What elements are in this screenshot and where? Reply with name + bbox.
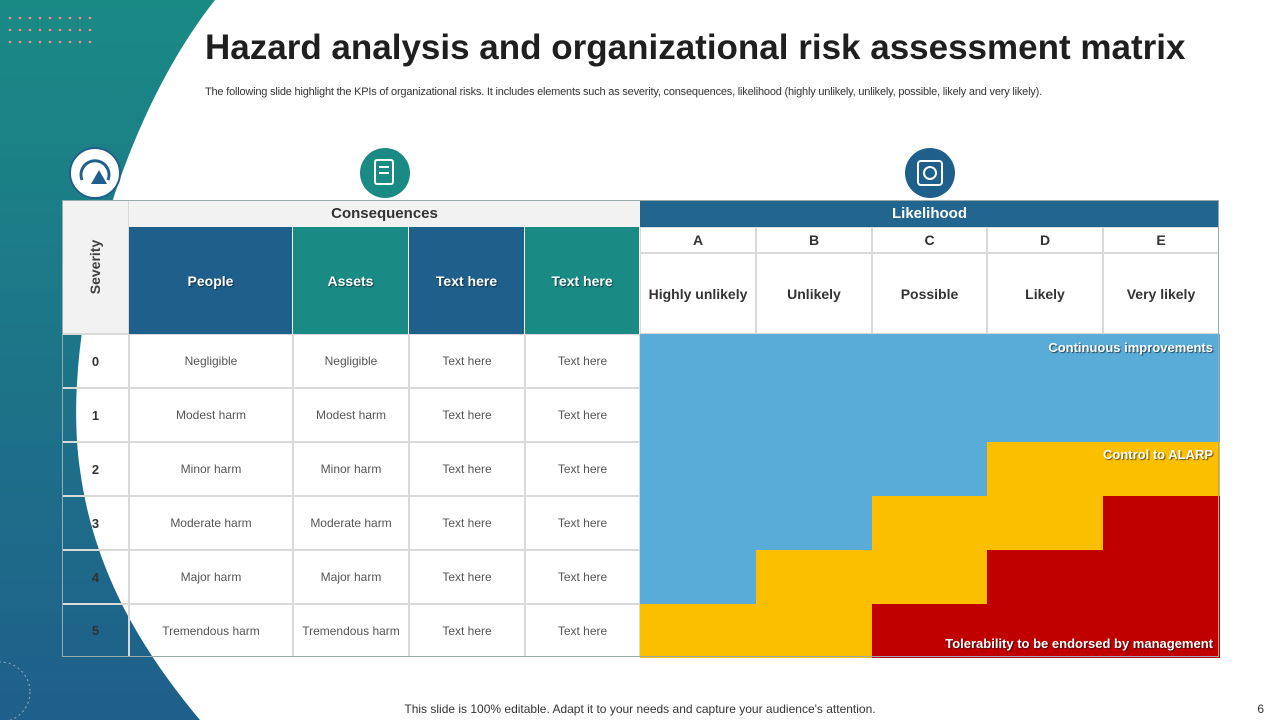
column-header: Text here bbox=[525, 227, 640, 334]
likelihood-label: Highly unlikely bbox=[640, 253, 756, 334]
risk-zone-label: Control to ALARP bbox=[1103, 447, 1213, 462]
table-cell: Text here bbox=[525, 604, 640, 657]
likelihood-letter: B bbox=[756, 227, 872, 253]
likelihood-letter: E bbox=[1103, 227, 1219, 253]
table-cell: Minor harm bbox=[293, 442, 409, 496]
risk-cell bbox=[872, 334, 988, 389]
risk-cell bbox=[1103, 604, 1220, 658]
risk-cell bbox=[1103, 334, 1220, 389]
severity-label: Severity bbox=[87, 239, 104, 295]
table-cell: Major harm bbox=[293, 550, 409, 604]
risk-cell bbox=[987, 550, 1104, 605]
table-cell: Text here bbox=[525, 388, 640, 442]
risk-cell bbox=[987, 388, 1104, 443]
risk-cell bbox=[640, 442, 757, 497]
likelihood-letter: A bbox=[640, 227, 756, 253]
likelihood-label: Possible bbox=[872, 253, 987, 334]
risk-cell bbox=[640, 496, 757, 551]
table-cell: Text here bbox=[409, 496, 525, 550]
page-number: 6 bbox=[1257, 702, 1264, 716]
risk-cell bbox=[1103, 550, 1220, 605]
table-cell: Modest harm bbox=[129, 388, 293, 442]
table-cell: Text here bbox=[409, 388, 525, 442]
risk-cell bbox=[872, 604, 988, 658]
risk-cell bbox=[756, 496, 873, 551]
table-cell: Major harm bbox=[129, 550, 293, 604]
risk-zone-label: Tolerability to be endorsed by managemen… bbox=[945, 636, 1213, 651]
likelihood-header: Likelihood bbox=[640, 200, 1219, 227]
column-header: Assets bbox=[293, 227, 409, 334]
likelihood-label: Very likely bbox=[1103, 253, 1219, 334]
risk-cell bbox=[640, 388, 757, 443]
severity-level: 2 bbox=[62, 442, 129, 496]
risk-cell bbox=[756, 550, 873, 605]
risk-cell bbox=[987, 604, 1104, 658]
title: Hazard analysis and organizational risk … bbox=[205, 28, 1186, 67]
column-header: People bbox=[129, 227, 293, 334]
table-cell: Text here bbox=[525, 442, 640, 496]
risk-cell bbox=[756, 442, 873, 497]
risk-cell bbox=[756, 334, 873, 389]
table-cell: Negligible bbox=[293, 334, 409, 388]
subtitle: The following slide highlight the KPIs o… bbox=[205, 86, 1042, 98]
risk-cell bbox=[640, 550, 757, 605]
table-cell: Text here bbox=[525, 550, 640, 604]
risk-cell bbox=[1103, 442, 1220, 497]
table-cell: Minor harm bbox=[129, 442, 293, 496]
severity-header: Severity bbox=[62, 200, 129, 334]
likelihood-letter: C bbox=[872, 227, 987, 253]
severity-level: 0 bbox=[62, 334, 129, 388]
likelihood-label: Unlikely bbox=[756, 253, 872, 334]
risk-cell bbox=[640, 604, 757, 658]
table-cell: Text here bbox=[409, 604, 525, 657]
table-cell: Moderate harm bbox=[293, 496, 409, 550]
table-cell: Text here bbox=[525, 334, 640, 388]
risk-cell bbox=[756, 604, 873, 658]
risk-cell bbox=[1103, 496, 1220, 551]
table-cell: Moderate harm bbox=[129, 496, 293, 550]
consequences-header: Consequences bbox=[129, 200, 640, 227]
risk-cell bbox=[872, 442, 988, 497]
risk-cell bbox=[987, 334, 1104, 389]
risk-cell bbox=[872, 550, 988, 605]
risk-cell bbox=[872, 388, 988, 443]
table-cell: Text here bbox=[409, 550, 525, 604]
likelihood-letter: D bbox=[987, 227, 1103, 253]
table-cell: Negligible bbox=[129, 334, 293, 388]
footer: This slide is 100% editable. Adapt it to… bbox=[404, 702, 876, 716]
table-cell: Tremendous harm bbox=[129, 604, 293, 657]
table-cell: Tremendous harm bbox=[293, 604, 409, 657]
risk-cell bbox=[756, 388, 873, 443]
severity-level: 5 bbox=[62, 604, 129, 657]
risk-cell bbox=[640, 334, 757, 389]
risk-cell bbox=[1103, 388, 1220, 443]
severity-level: 3 bbox=[62, 496, 129, 550]
table-cell: Text here bbox=[409, 334, 525, 388]
risk-cell bbox=[987, 496, 1104, 551]
column-header: Text here bbox=[409, 227, 525, 334]
table-cell: Modest harm bbox=[293, 388, 409, 442]
severity-level: 4 bbox=[62, 550, 129, 604]
risk-cell bbox=[872, 496, 988, 551]
table-cell: Text here bbox=[409, 442, 525, 496]
table-cell: Text here bbox=[525, 496, 640, 550]
risk-cell bbox=[987, 442, 1104, 497]
risk-zone-label: Continuous improvements bbox=[1048, 340, 1213, 355]
severity-level: 1 bbox=[62, 388, 129, 442]
likelihood-label: Likely bbox=[987, 253, 1103, 334]
